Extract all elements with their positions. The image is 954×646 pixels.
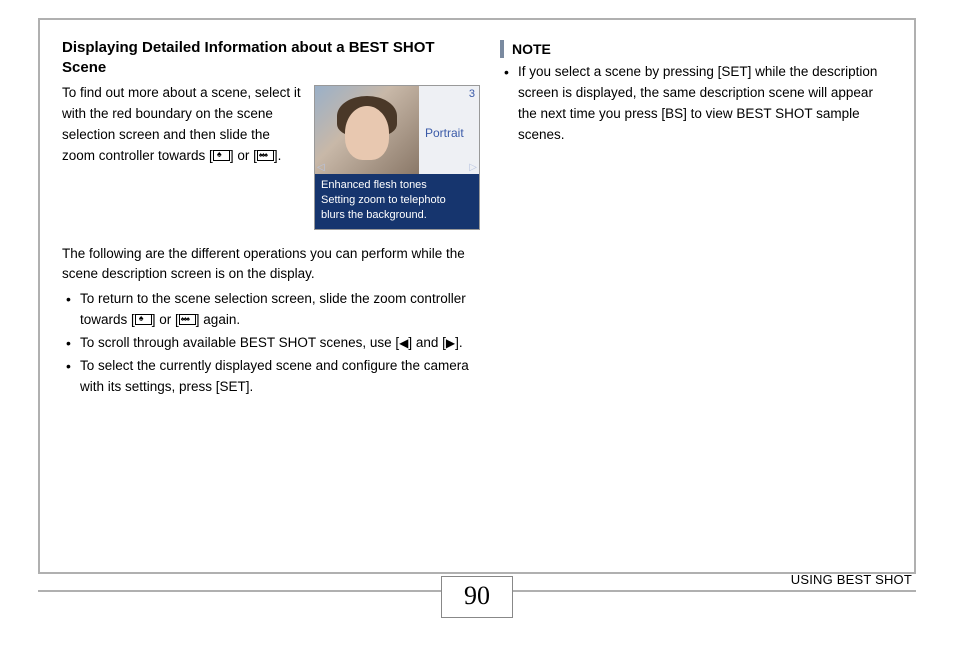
footer-section-label: USING BEST SHOT bbox=[791, 572, 912, 587]
scene-desc-line1: Enhanced flesh tones bbox=[321, 178, 473, 193]
operation-item-1: To return to the scene selection screen,… bbox=[62, 289, 480, 331]
intro-paragraph: To find out more about a scene, select i… bbox=[62, 83, 304, 167]
op2-text-a: To scroll through available BEST SHOT sc… bbox=[80, 335, 399, 350]
operation-item-2: To scroll through available BEST SHOT sc… bbox=[62, 333, 480, 354]
scene-thumbnail bbox=[315, 86, 419, 174]
note-header: NOTE bbox=[500, 40, 892, 58]
intro-row: To find out more about a scene, select i… bbox=[62, 83, 480, 230]
right-triangle-icon: ▶ bbox=[446, 334, 455, 353]
page-frame: Displaying Detailed Information about a … bbox=[38, 18, 916, 574]
scene-preview-top: 3 Portrait ◁ ▷ bbox=[315, 86, 479, 174]
operations-intro: The following are the different operatio… bbox=[62, 244, 480, 286]
scene-preview-panel: 3 Portrait ◁ ▷ Enhanced flesh tones Sett… bbox=[314, 85, 480, 230]
op1-text-c: ] again. bbox=[196, 312, 240, 327]
scene-info-panel: 3 Portrait bbox=[419, 86, 479, 174]
left-triangle-icon: ◀ bbox=[399, 334, 408, 353]
section-heading: Displaying Detailed Information about a … bbox=[62, 38, 480, 77]
page-number: 90 bbox=[464, 581, 490, 610]
note-label: NOTE bbox=[512, 41, 551, 57]
scene-description-bar: Enhanced flesh tones Setting zoom to tel… bbox=[315, 174, 479, 229]
op1-text-b: ] or [ bbox=[152, 312, 179, 327]
note-item: If you select a scene by pressing [SET] … bbox=[500, 62, 892, 146]
op2-text-b: ] and [ bbox=[408, 335, 446, 350]
note-list: If you select a scene by pressing [SET] … bbox=[500, 62, 892, 146]
scene-label: Portrait bbox=[425, 126, 464, 140]
intro-text-2: ] or [ bbox=[230, 148, 257, 163]
telephoto-icon bbox=[135, 314, 152, 325]
op2-text-c: ]. bbox=[455, 335, 463, 350]
telephoto-icon bbox=[213, 150, 230, 161]
operation-item-3: To select the currently displayed scene … bbox=[62, 356, 480, 398]
scene-right-arrow-icon: ▷ bbox=[469, 162, 477, 173]
scene-number: 3 bbox=[469, 88, 475, 100]
scene-desc-line3: blurs the background. bbox=[321, 208, 473, 223]
note-accent-bar bbox=[500, 40, 504, 58]
wide-icon bbox=[257, 150, 274, 161]
operations-list: To return to the scene selection screen,… bbox=[62, 289, 480, 398]
right-column: NOTE If you select a scene by pressing [… bbox=[500, 38, 892, 554]
portrait-face bbox=[345, 106, 389, 160]
intro-text-3: ]. bbox=[274, 148, 282, 163]
scene-desc-line2: Setting zoom to telephoto bbox=[321, 193, 473, 208]
content-area: Displaying Detailed Information about a … bbox=[40, 20, 914, 572]
left-column: Displaying Detailed Information about a … bbox=[62, 38, 480, 554]
wide-icon bbox=[179, 314, 196, 325]
scene-left-arrow-icon: ◁ bbox=[317, 162, 325, 173]
page-number-box: 90 bbox=[441, 576, 513, 618]
